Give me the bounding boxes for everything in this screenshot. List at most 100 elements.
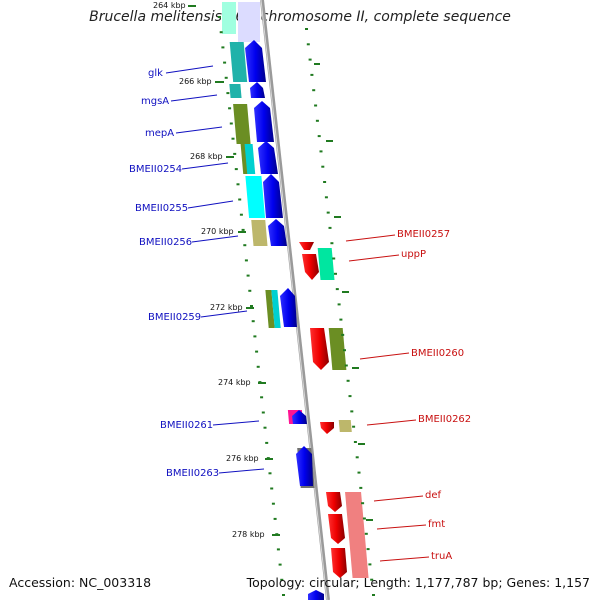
minor-tick: [280, 578, 284, 581]
cog-block: [328, 328, 347, 370]
minor-tick: [260, 396, 264, 399]
forward-gene-arrow: [258, 141, 278, 174]
minor-tick: [278, 563, 282, 566]
reverse-gene-arrow: [328, 514, 345, 544]
minor-tick: [228, 107, 232, 110]
minor-tick: [276, 548, 280, 551]
minor-tick: [341, 333, 345, 336]
forward-gene-labels: glk mgsA mepA BMEII0254 BMEII0255 BMEII0…: [129, 68, 219, 479]
kbp-label: 276 kbp: [226, 454, 259, 463]
gene-label-uppP[interactable]: uppP: [401, 249, 426, 260]
minor-tick: [263, 426, 267, 429]
gene-label-BMEII0262[interactable]: BMEII0262: [418, 414, 471, 425]
minor-tick: [223, 61, 227, 64]
cog-block: [338, 420, 352, 432]
leader-line: [191, 235, 239, 243]
minor-tick: [270, 487, 274, 490]
minor-tick: [229, 122, 233, 125]
minor-tick: [221, 46, 225, 49]
cog-block: [245, 176, 266, 218]
gene-label-BMEII0263[interactable]: BMEII0263: [166, 468, 219, 479]
cog-block: [229, 42, 248, 82]
gene-label-fmt[interactable]: fmt: [428, 519, 445, 530]
minor-tick: [268, 472, 272, 475]
minor-tick: [219, 31, 223, 34]
reverse-gene-arrow: [299, 242, 314, 250]
minor-tick: [337, 303, 341, 306]
cog-block: [265, 290, 275, 328]
leader-line: [170, 94, 218, 102]
reverse-gene-arrow: [331, 548, 347, 578]
gene-label-BMEII0254[interactable]: BMEII0254: [129, 164, 182, 175]
leader-line: [376, 524, 427, 530]
feature-block: [238, 2, 260, 42]
minor-tick: [332, 257, 336, 260]
forward-gene-arrow: [308, 590, 324, 600]
gene-label-glk[interactable]: glk: [148, 68, 163, 79]
cog-block: [271, 290, 281, 328]
kbp-ticks: [188, 5, 373, 536]
minor-tick: [224, 76, 228, 79]
minor-tick: [326, 211, 330, 214]
minor-tick: [323, 181, 327, 183]
minor-tick: [250, 305, 253, 307]
forward-gene-arrow: [245, 40, 266, 82]
minor-tick: [335, 288, 339, 291]
minor-tick: [328, 226, 332, 229]
leader-line: [181, 162, 229, 170]
minor-tick: [231, 137, 235, 140]
minor-tick: [233, 152, 237, 155]
kbp-label: 270 kbp: [201, 227, 234, 236]
leader-line: [187, 200, 234, 209]
minor-tick: [238, 198, 242, 201]
leader-line: [348, 254, 400, 262]
minor-tick: [218, 16, 221, 18]
minor-tick: [226, 92, 230, 95]
gene-label-BMEII0257[interactable]: BMEII0257: [397, 229, 450, 240]
forward-leader-lines: [165, 65, 265, 474]
kbp-label: 264 kbp: [153, 1, 186, 10]
gene-label-BMEII0261[interactable]: BMEII0261: [160, 420, 213, 431]
forward-gene-arrow: [254, 101, 274, 142]
leader-line: [212, 420, 260, 426]
leader-line: [359, 352, 410, 360]
minor-tick: [314, 104, 318, 107]
gene-label-BMEII0255[interactable]: BMEII0255: [135, 203, 188, 214]
gene-label-mepA[interactable]: mepA: [145, 128, 174, 139]
minor-tick: [306, 43, 310, 46]
leader-line: [165, 65, 214, 74]
minor-tick: [352, 425, 356, 428]
gene-label-BMEII0256[interactable]: BMEII0256: [139, 237, 192, 248]
leader-line: [175, 126, 223, 134]
minor-tick: [308, 58, 312, 61]
gene-label-BMEII0260[interactable]: BMEII0260: [411, 348, 464, 359]
reverse-gene-arrow: [302, 254, 319, 280]
gene-label-BMEII0259[interactable]: BMEII0259: [148, 312, 201, 323]
gene-label-mgsA[interactable]: mgsA: [141, 96, 169, 107]
minor-tick: [334, 272, 337, 275]
minor-tick: [248, 289, 252, 292]
gene-label-truA[interactable]: truA: [431, 551, 452, 562]
forward-gene-arrow: [280, 288, 297, 327]
minor-tick: [251, 320, 255, 323]
leader-line: [218, 468, 265, 474]
minor-tick: [321, 165, 325, 168]
minor-tick: [330, 242, 334, 245]
minor-tick: [344, 364, 348, 367]
minor-tick: [346, 379, 350, 382]
tick-track-right: [305, 28, 375, 596]
minor-tick: [243, 244, 247, 247]
cog-block: [244, 144, 256, 174]
minor-tick: [319, 150, 323, 153]
leader-line: [373, 495, 424, 502]
minor-tick: [241, 228, 245, 231]
reverse-gene-labels: BMEII0257 uppP BMEII0260 BMEII0262 def f…: [397, 229, 471, 562]
minor-tick: [364, 532, 368, 535]
minor-tick: [359, 486, 363, 489]
cog-block: [233, 104, 251, 144]
minor-tick: [273, 517, 277, 520]
minor-tick: [261, 411, 265, 414]
gene-label-def[interactable]: def: [425, 490, 442, 501]
minor-tick: [305, 28, 308, 30]
minor-tick: [271, 502, 275, 505]
